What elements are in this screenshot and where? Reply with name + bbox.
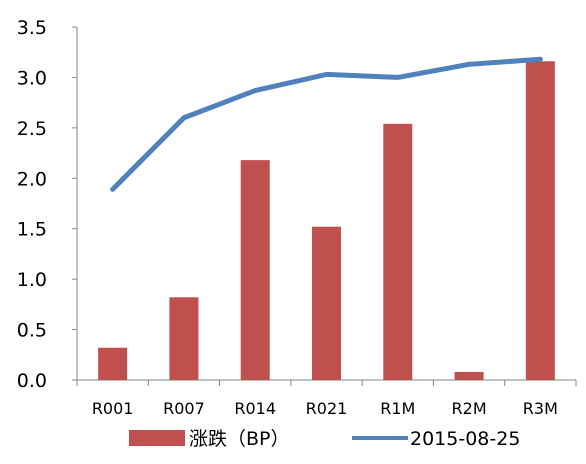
bar-series bbox=[98, 61, 555, 380]
bar bbox=[98, 347, 128, 380]
x-axis: R001 R007 R014 R021 R1M R2M R3M bbox=[76, 379, 577, 418]
bar bbox=[454, 371, 484, 380]
x-tick-label: R007 bbox=[163, 399, 205, 418]
x-tick-label: R1M bbox=[380, 399, 415, 418]
y-tick-label: 1.0 bbox=[17, 269, 47, 291]
legend-label-line: 2015-08-25 bbox=[410, 428, 520, 450]
bar bbox=[525, 61, 555, 380]
y-axis: 0.0 0.5 1.0 1.5 2.0 2.5 3.0 3.5 bbox=[17, 17, 78, 392]
x-tick-label: R2M bbox=[452, 399, 487, 418]
y-tick-label: 1.5 bbox=[17, 219, 47, 241]
y-tick-label: 0.0 bbox=[17, 370, 47, 392]
x-tick-label: R3M bbox=[523, 399, 558, 418]
series-line bbox=[110, 56, 543, 192]
y-tick-label: 3.5 bbox=[17, 17, 47, 39]
y-tick-label: 2.5 bbox=[17, 118, 47, 140]
bar bbox=[383, 123, 413, 380]
x-tick-label: R021 bbox=[306, 399, 348, 418]
bar bbox=[312, 226, 341, 380]
x-tick-label: R014 bbox=[234, 399, 276, 418]
y-tick-label: 0.5 bbox=[17, 320, 47, 342]
y-tick-label: 2.0 bbox=[17, 168, 47, 190]
y-tick-label: 3.0 bbox=[17, 67, 47, 89]
legend-swatch-bar bbox=[129, 430, 185, 446]
bar bbox=[169, 297, 199, 380]
legend: 涨跌（BP） 2015-08-25 bbox=[129, 428, 520, 450]
legend-label-bar: 涨跌（BP） bbox=[189, 428, 290, 450]
x-tick-label: R001 bbox=[92, 399, 134, 418]
bar bbox=[240, 160, 270, 380]
line-series bbox=[110, 56, 543, 192]
